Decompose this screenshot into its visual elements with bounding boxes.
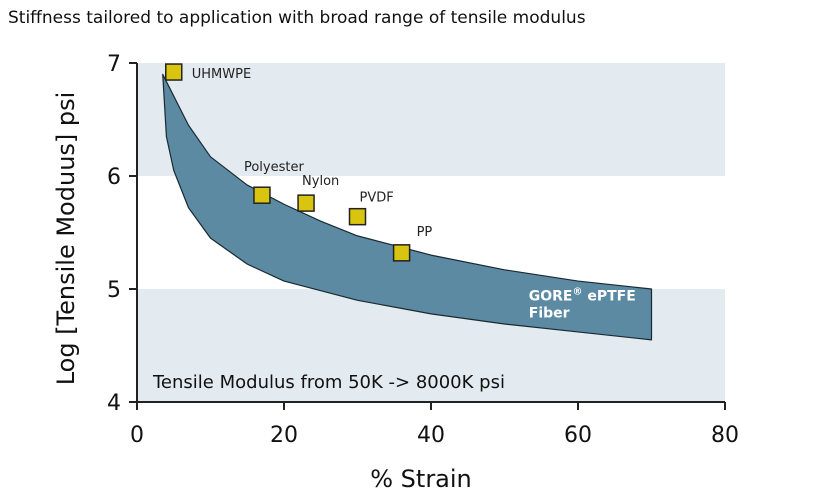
region-label-line1: GORE® ePTFE — [529, 286, 636, 304]
annotation-note: Tensile Modulus from 50K -> 8000K psi — [152, 372, 505, 393]
x-tick-label: 20 — [270, 423, 298, 448]
eptfe-region — [162, 73, 653, 341]
point-pp — [392, 244, 411, 262]
chart-title: Stiffness tailored to application with b… — [8, 8, 586, 28]
y-tick-label: 4 — [107, 391, 121, 416]
point-label-uhmwpe: UHMWPE — [192, 67, 251, 82]
point-label-pp: PP — [417, 225, 433, 240]
point-polyester — [253, 186, 271, 204]
x-tick-label: 40 — [417, 423, 445, 448]
x-tick-label: 60 — [564, 423, 592, 448]
region-label-line2: Fiber — [529, 305, 570, 321]
y-tick-label: 5 — [107, 278, 121, 303]
y-tick-label: 7 — [107, 52, 121, 77]
point-label-nylon: Nylon — [302, 174, 339, 189]
y-axis-label: Log [Tensile Moduus] psi — [52, 92, 80, 386]
point-pvdf — [348, 207, 367, 226]
x-tick-label: 0 — [130, 423, 144, 448]
point-nylon — [297, 194, 315, 212]
x-tick-label: 80 — [711, 423, 739, 448]
shaded-band-1 — [137, 63, 725, 176]
point-uhmwpe — [165, 63, 183, 81]
point-label-pvdf: PVDF — [360, 191, 394, 206]
x-axis-label: % Strain — [370, 465, 472, 493]
y-tick-label: 6 — [107, 165, 121, 190]
point-label-polyester: Polyester — [244, 160, 305, 175]
